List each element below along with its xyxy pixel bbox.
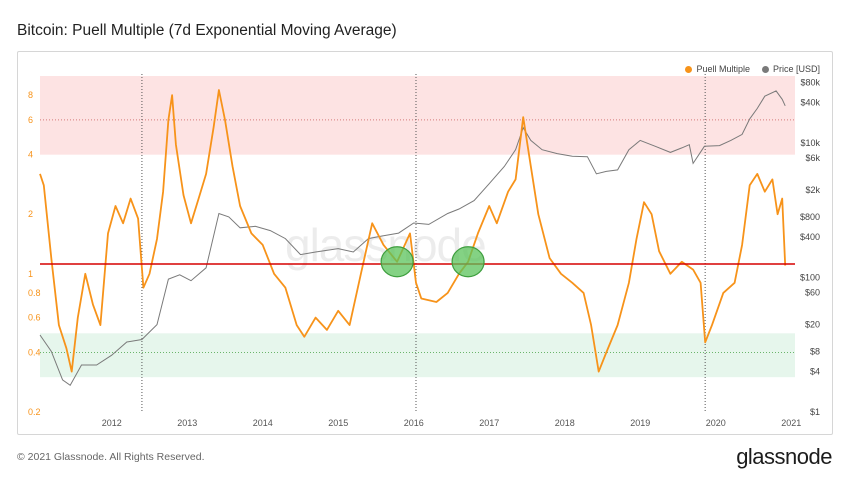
- y-left-tick-label: 8: [28, 90, 33, 100]
- chart-card: [17, 51, 833, 435]
- highlight-circle: [380, 246, 414, 278]
- legend: Puell Multiple Price [USD]: [685, 64, 820, 74]
- brand-logo: glassnode: [736, 444, 832, 469]
- y-right-tick-label: $400: [800, 232, 820, 242]
- price-series-line: [39, 90, 786, 387]
- y-left-tick-label: 0.4: [28, 347, 41, 357]
- legend-price[interactable]: Price [USD]: [761, 64, 820, 74]
- copyright: © 2021 Glassnode. All Rights Reserved.: [17, 451, 205, 463]
- legend-puell[interactable]: Puell Multiple: [685, 64, 750, 74]
- legend-price-label: Price [USD]: [772, 64, 820, 74]
- y-right-tick-label: $60: [805, 288, 820, 298]
- chart-title: Bitcoin: Puell Multiple (7d Exponential …: [17, 22, 397, 39]
- x-tick-label: 2013: [177, 418, 197, 428]
- y-right-tick-label: $40k: [800, 98, 820, 108]
- y-right-tick-label: $6k: [805, 153, 820, 163]
- x-tick-label: 2016: [404, 418, 424, 428]
- y-left-tick-label: 2: [28, 209, 33, 219]
- y-right-tick-label: $100: [800, 273, 820, 283]
- red-zone: [40, 76, 795, 155]
- y-right-tick-label: $8: [810, 346, 820, 356]
- x-tick-label: 2018: [555, 418, 575, 428]
- y-left-tick-label: 0.6: [28, 313, 41, 323]
- legend-price-swatch: [761, 65, 769, 73]
- y-left-tick-label: 0.2: [28, 407, 41, 417]
- legend-puell-label: Puell Multiple: [696, 64, 750, 74]
- y-right-tick-label: $2k: [805, 185, 820, 195]
- x-tick-label: 2014: [253, 418, 273, 428]
- y-right-tick-label: $80k: [800, 78, 820, 88]
- x-tick-label: 2019: [630, 418, 650, 428]
- y-right-tick-label: $800: [800, 212, 820, 222]
- y-left-tick-label: 6: [28, 115, 33, 125]
- x-tick-label: 2012: [102, 418, 122, 428]
- y-left-tick-label: 0.8: [28, 288, 41, 298]
- x-tick-label: 2017: [479, 418, 499, 428]
- x-tick-label: 2015: [328, 418, 348, 428]
- x-tick-label: 2021: [781, 418, 801, 428]
- highlight-circle: [451, 246, 485, 278]
- x-tick-label: 2020: [706, 418, 726, 428]
- y-left-tick-label: 1: [28, 269, 33, 279]
- y-right-tick-label: $20: [805, 320, 820, 330]
- legend-puell-swatch: [685, 65, 693, 73]
- y-right-tick-label: $10k: [800, 138, 820, 148]
- y-left-tick-label: 4: [28, 150, 33, 160]
- y-right-tick-label: $1: [810, 407, 820, 417]
- y-right-tick-label: $4: [810, 367, 820, 377]
- green-zone: [40, 333, 795, 378]
